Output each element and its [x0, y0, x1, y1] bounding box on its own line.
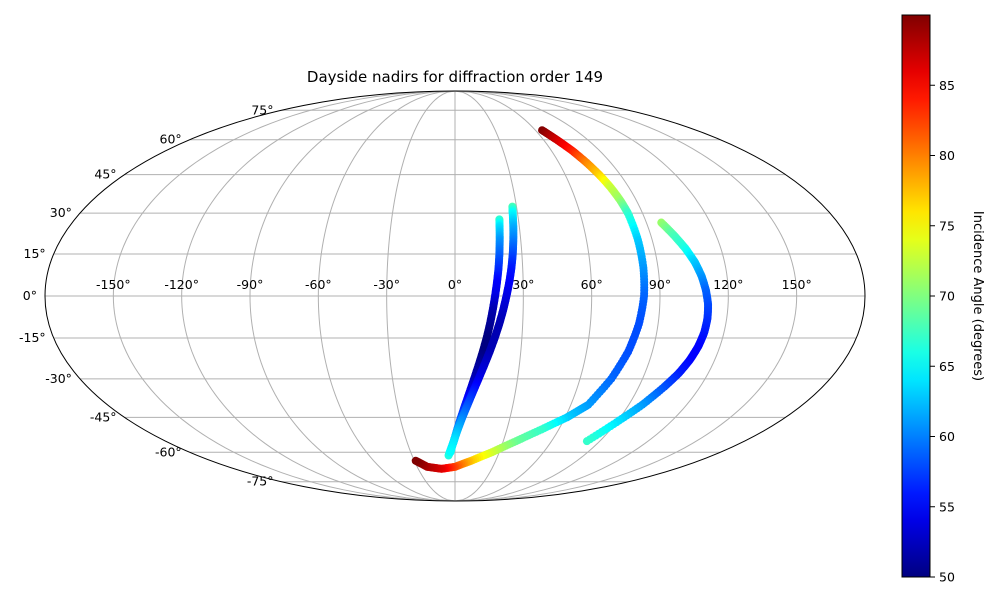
chart-title: Dayside nadirs for diffraction order 149 [307, 68, 603, 86]
colorbar-label: Incidence Angle (degrees) [970, 211, 985, 381]
latitude-tick-label: -75° [247, 474, 274, 489]
longitude-grid-line [454, 91, 729, 501]
latitude-tick-label: 45° [94, 167, 116, 182]
longitude-tick-label: 150° [782, 277, 812, 292]
data-points [411, 126, 713, 473]
map-boundary [44, 90, 866, 502]
longitude-grid-line [249, 91, 456, 501]
colorbar-tick-label: 80 [939, 148, 955, 163]
longitude-tick-label: 0° [448, 277, 462, 292]
colorbar-tick-label: 65 [939, 359, 955, 374]
latitude-tick-label: -45° [90, 409, 117, 424]
longitude-tick-label: 60° [581, 277, 603, 292]
longitude-tick-label: -60° [305, 277, 332, 292]
colorbar-tick-label: 70 [939, 289, 955, 304]
colorbar-bar [901, 14, 931, 578]
colorbar-tick-label: 55 [939, 499, 955, 514]
colorbar: 50 55 60 65 70 75 80 85 Incidence Angle (degree… [901, 14, 985, 585]
longitude-tick-label: 120° [713, 277, 743, 292]
longitude-tick-label: -150° [96, 277, 131, 292]
longitude-grid-line [454, 91, 593, 501]
latitude-tick-label: 60° [160, 132, 182, 147]
longitude-grid-line [181, 91, 456, 501]
colorbar-tick-label: 50 [939, 570, 955, 585]
longitude-tick-label: 90° [649, 277, 671, 292]
latitude-tick-labels: -75° -60° -45° -30° -15° 0° 15° 30° 45° 60° 75° [19, 102, 273, 488]
data-point [446, 448, 455, 457]
grid-lines [45, 91, 865, 501]
data-point [411, 456, 420, 465]
latitude-tick-label: -60° [155, 444, 182, 459]
longitude-grid-line [386, 91, 456, 501]
longitude-grid-line [112, 91, 456, 501]
latitude-tick-label: 0° [23, 288, 37, 303]
plot-area: -150° -120° -90° -60° -30° 0° 30° 60° 90° 120° 150… [19, 90, 866, 502]
latitude-tick-label: -30° [45, 371, 72, 386]
longitude-grid-line [317, 91, 456, 501]
longitude-grid-line [454, 91, 661, 501]
latitude-tick-label: 75° [251, 102, 273, 117]
colorbar-tick-label: 60 [939, 429, 955, 444]
longitude-tick-label: -30° [373, 277, 400, 292]
colorbar-ticks: 50 55 60 65 70 75 80 85 [930, 78, 955, 585]
data-point [582, 437, 591, 446]
latitude-tick-label: -15° [19, 330, 46, 345]
longitude-tick-label: 30° [512, 277, 534, 292]
longitude-grid-line [454, 91, 798, 501]
latitude-tick-label: 15° [24, 246, 46, 261]
longitude-tick-labels: -150° -120° -90° -60° -30° 0° 30° 60° 90° 120° 150… [96, 277, 812, 292]
longitude-tick-label: -90° [237, 277, 264, 292]
colorbar-tick-label: 75 [939, 218, 955, 233]
longitude-tick-label: -120° [164, 277, 199, 292]
colorbar-tick-label: 85 [939, 78, 955, 93]
latitude-tick-label: 30° [50, 205, 72, 220]
